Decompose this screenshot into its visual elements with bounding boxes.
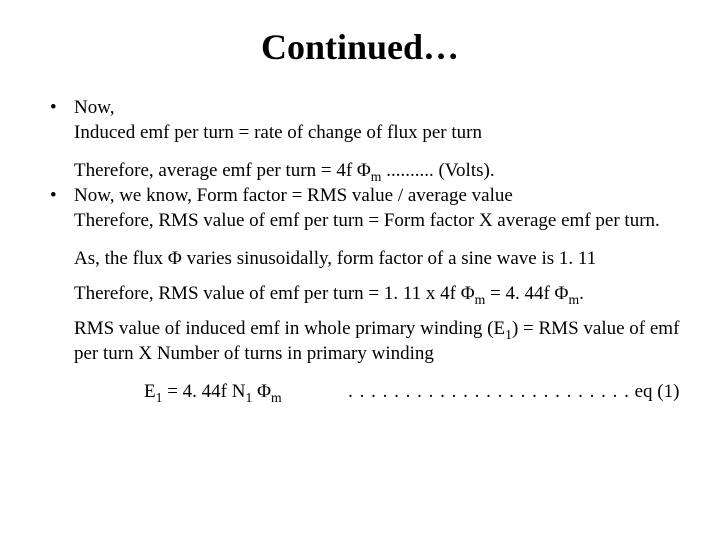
- eq1-mid1: = 4. 44f N: [162, 381, 245, 402]
- rms-whole-pre: RMS value of induced emf in whole primar…: [74, 318, 505, 339]
- bullet-2: Now, we know, Form factor = RMS value / …: [40, 184, 680, 233]
- avg-emf-text-post: .......... (Volts).: [381, 160, 494, 181]
- rms-per-turn-mid: = 4. 44f Φ: [485, 283, 568, 304]
- slide: Continued… Now, Induced emf per turn = r…: [0, 0, 720, 540]
- bullet-2-line-1: Now, we know, Form factor = RMS value / …: [74, 185, 513, 206]
- avg-emf-sub-m: m: [371, 169, 382, 184]
- bullet-2-line-2: Therefore, RMS value of emf per turn = F…: [74, 210, 660, 231]
- eq1-tail: eq (1): [630, 381, 680, 402]
- equation-1: E1 = 4. 44f N1 Φm . . . . . . . . . . . …: [40, 380, 680, 405]
- rms-whole-sub: 1: [505, 327, 512, 342]
- rms-per-turn-post: .: [579, 283, 584, 304]
- flux-sine-note: As, the flux Φ varies sinusoidally, form…: [40, 247, 680, 272]
- bullet-1-line-1: Now,: [74, 97, 114, 118]
- bullet-1-line-2: Induced emf per turn = rate of change of…: [74, 122, 482, 143]
- eq1-spacer: [282, 381, 349, 402]
- rms-per-turn: Therefore, RMS value of emf per turn = 1…: [40, 282, 680, 307]
- eq1-E: E: [144, 381, 156, 402]
- flux-sine-text: As, the flux Φ varies sinusoidally, form…: [74, 248, 596, 269]
- therefore-avg-emf: Therefore, average emf per turn = 4f Φm …: [40, 159, 680, 184]
- bullet-1: Now, Induced emf per turn = rate of chan…: [40, 96, 680, 145]
- avg-emf-text-pre: Therefore, average emf per turn = 4f Φ: [74, 160, 371, 181]
- rms-per-turn-sub2: m: [568, 292, 579, 307]
- eq1-mid2: Φ: [252, 381, 271, 402]
- eq1-Phi-sub: m: [271, 390, 282, 405]
- rms-per-turn-sub1: m: [475, 292, 486, 307]
- slide-title: Continued…: [40, 26, 680, 68]
- body-content: Now, Induced emf per turn = rate of chan…: [40, 96, 680, 405]
- rms-whole-winding: RMS value of induced emf in whole primar…: [40, 317, 680, 366]
- rms-per-turn-pre: Therefore, RMS value of emf per turn = 1…: [74, 283, 475, 304]
- eq1-dots: . . . . . . . . . . . . . . . . . . . . …: [348, 381, 630, 402]
